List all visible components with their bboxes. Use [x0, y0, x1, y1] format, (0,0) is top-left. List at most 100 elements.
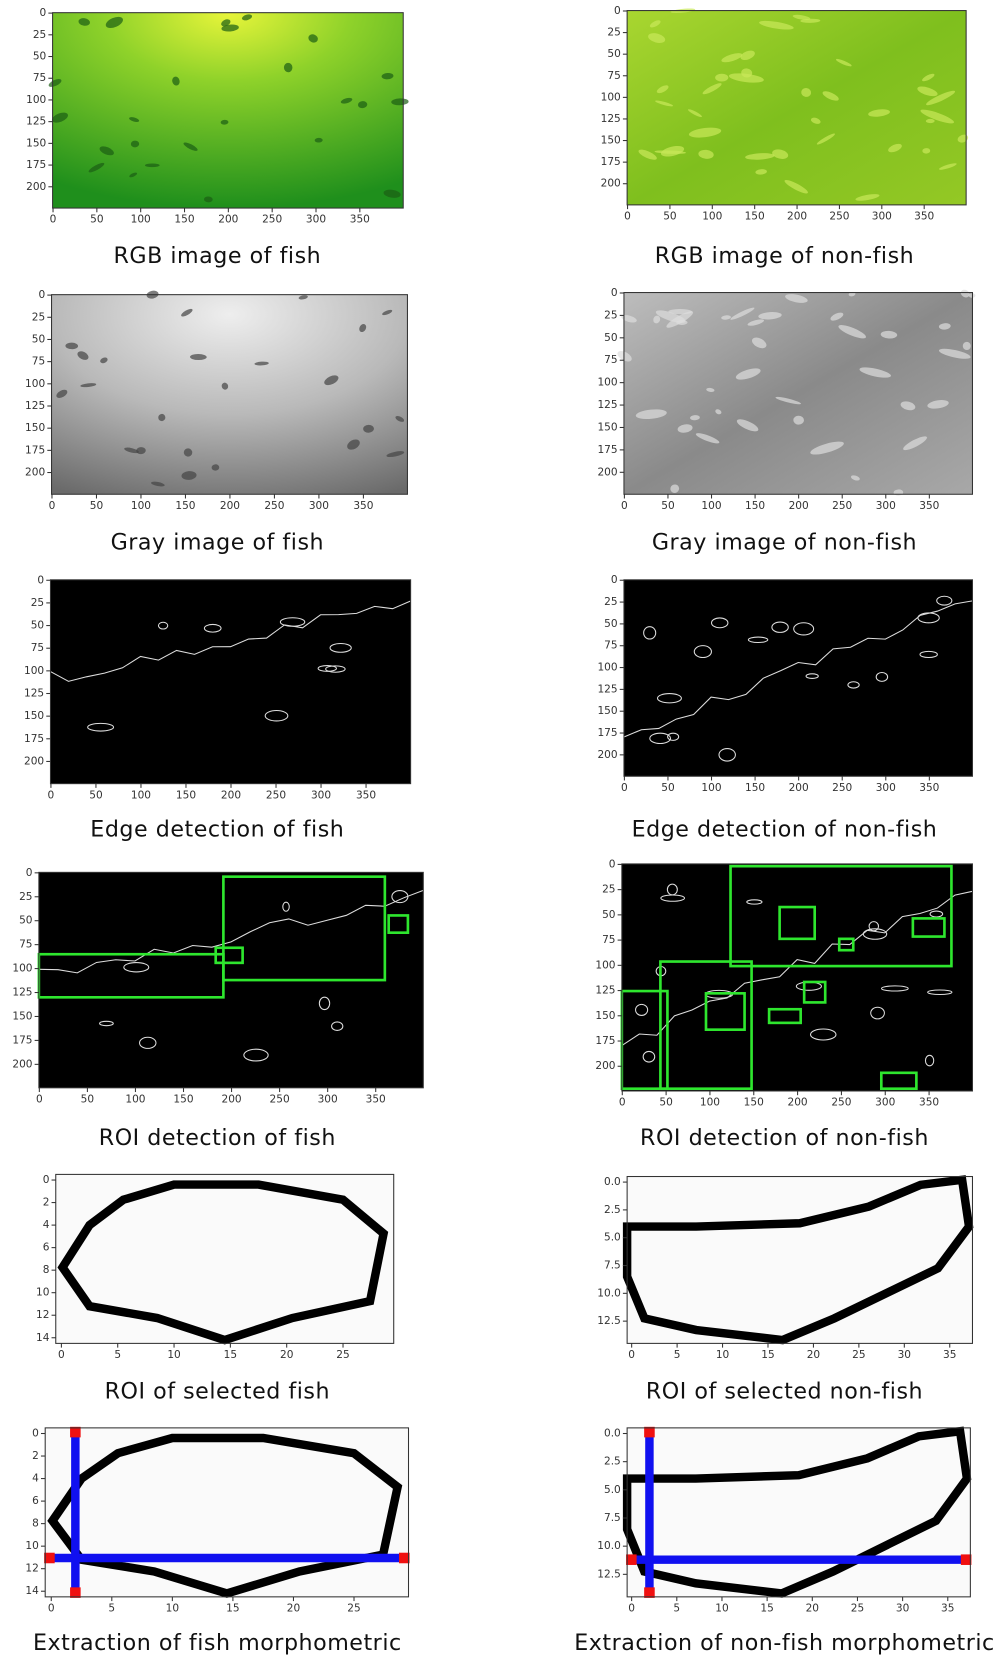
- y-tick-label: 50: [604, 332, 618, 344]
- caption: ROI of selected fish: [105, 1378, 330, 1404]
- y-tick-label: 25: [31, 597, 44, 609]
- caption: ROI detection of non-fish: [640, 1125, 929, 1151]
- x-tick-label: 350: [366, 1093, 386, 1105]
- image: [52, 295, 408, 495]
- y-tick-label: 5.0: [604, 1484, 621, 1496]
- panel: 0501001502002503003500255075100125150175…: [601, 5, 970, 269]
- y-tick-label: 10.0: [597, 1287, 621, 1299]
- x-tick-label: 50: [90, 214, 104, 226]
- x-tick-label: 200: [221, 789, 241, 801]
- y-tick-label: 7.5: [604, 1260, 621, 1272]
- y-tick-label: 150: [26, 137, 46, 149]
- x-tick-label: 250: [832, 782, 852, 794]
- panel: 0501001502002503003500255075100125150175…: [595, 858, 972, 1151]
- caption: Extraction of fish morphometric: [33, 1630, 402, 1656]
- x-tick-label: 15: [761, 1349, 774, 1361]
- y-tick-label: 25: [33, 29, 46, 41]
- panel: 0501001502002503003500255075100125150175…: [597, 574, 972, 842]
- y-tick-label: 75: [31, 642, 44, 654]
- y-tick-label: 10: [36, 1287, 50, 1299]
- y-tick-label: 100: [25, 378, 45, 390]
- x-tick-label: 350: [350, 214, 370, 226]
- x-tick-label: 50: [659, 1097, 673, 1109]
- x-tick-label: 100: [702, 211, 722, 223]
- endpoint: [70, 1587, 81, 1598]
- x-tick-label: 10: [715, 1602, 729, 1614]
- y-tick-label: 0.0: [604, 1176, 621, 1188]
- x-tick-label: 20: [280, 1349, 294, 1361]
- caption: RGB image of fish: [113, 243, 321, 269]
- x-tick-label: 300: [872, 211, 892, 223]
- y-tick-label: 50: [32, 333, 46, 345]
- panel: 0501001502002503003500255075100125150175…: [12, 867, 423, 1151]
- y-tick-label: 200: [24, 755, 44, 767]
- image: [627, 1177, 972, 1344]
- x-tick-label: 150: [744, 1097, 764, 1109]
- y-tick-label: 175: [595, 1035, 615, 1047]
- x-tick-label: 250: [832, 500, 852, 512]
- x-tick-label: 5: [114, 1349, 121, 1361]
- x-tick-label: 0: [49, 500, 56, 512]
- y-tick-label: 50: [607, 48, 621, 60]
- x-tick-label: 150: [176, 789, 196, 801]
- y-tick-label: 10: [25, 1540, 39, 1552]
- image: [627, 11, 966, 205]
- y-tick-label: 175: [597, 444, 617, 456]
- image: [53, 13, 404, 208]
- x-tick-label: 50: [661, 500, 675, 512]
- x-tick-label: 10: [716, 1349, 730, 1361]
- y-tick-label: 125: [597, 399, 617, 411]
- x-tick-label: 200: [221, 1093, 241, 1105]
- x-tick-label: 0: [48, 1602, 55, 1614]
- caption: Extraction of non-fish morphometric: [574, 1630, 995, 1656]
- y-tick-label: 175: [25, 444, 45, 456]
- y-tick-label: 2: [43, 1197, 50, 1209]
- y-tick-label: 8: [43, 1264, 50, 1276]
- y-tick-label: 0: [43, 1174, 50, 1186]
- y-tick-label: 5.0: [604, 1232, 621, 1244]
- y-tick-label: 0: [40, 7, 47, 19]
- y-tick-label: 0: [611, 287, 618, 299]
- x-tick-label: 50: [663, 211, 677, 223]
- y-tick-label: 125: [597, 683, 617, 695]
- y-tick-label: 0: [614, 5, 621, 17]
- y-tick-label: 0: [32, 1428, 39, 1440]
- x-tick-label: 100: [131, 789, 151, 801]
- x-tick-label: 0: [58, 1349, 65, 1361]
- x-tick-label: 350: [356, 789, 376, 801]
- y-tick-label: 100: [601, 91, 621, 103]
- y-tick-label: 100: [597, 662, 617, 674]
- x-tick-label: 250: [264, 500, 284, 512]
- y-tick-label: 75: [604, 640, 617, 652]
- x-tick-label: 0: [628, 1602, 635, 1614]
- x-tick-label: 10: [166, 1602, 180, 1614]
- y-tick-label: 75: [19, 939, 32, 951]
- x-tick-label: 350: [919, 782, 939, 794]
- y-tick-label: 0: [609, 858, 616, 870]
- y-tick-label: 0: [611, 574, 618, 586]
- x-tick-label: 350: [919, 1097, 939, 1109]
- endpoint: [644, 1587, 655, 1598]
- y-tick-label: 200: [25, 467, 45, 479]
- x-tick-label: 20: [287, 1602, 301, 1614]
- y-tick-label: 2.5: [604, 1456, 621, 1468]
- y-tick-label: 200: [597, 466, 617, 478]
- image: [627, 1428, 970, 1597]
- y-tick-label: 10.0: [597, 1540, 621, 1552]
- y-tick-label: 175: [24, 733, 44, 745]
- image: [622, 864, 973, 1091]
- image: [624, 580, 973, 776]
- y-tick-label: 50: [33, 51, 47, 63]
- x-tick-label: 300: [318, 1093, 338, 1105]
- x-tick-label: 20: [807, 1349, 821, 1361]
- fish-shape: [145, 163, 160, 167]
- y-tick-label: 0: [37, 574, 44, 586]
- caption: Edge detection of non-fish: [632, 817, 938, 843]
- y-tick-label: 14: [36, 1332, 50, 1344]
- y-tick-label: 125: [24, 688, 44, 700]
- x-tick-label: 250: [262, 214, 282, 226]
- y-tick-label: 150: [597, 421, 617, 433]
- caption: ROI of selected non-fish: [646, 1378, 923, 1404]
- x-tick-label: 150: [174, 214, 194, 226]
